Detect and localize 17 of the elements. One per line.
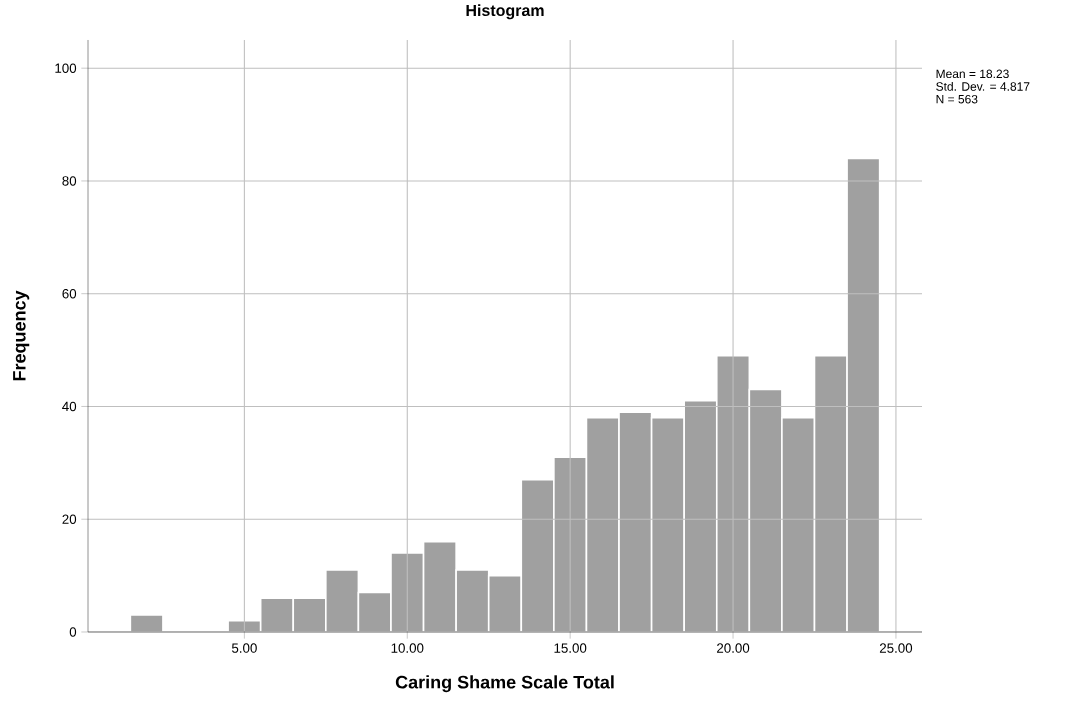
x-tick-label: 20.00 xyxy=(717,643,750,653)
x-tick-label: 15.00 xyxy=(554,643,587,653)
y-tick-label: 60 xyxy=(62,288,77,299)
y-tick-label: 0 xyxy=(69,627,77,637)
y-axis-title: Frequency xyxy=(13,290,30,381)
chart-title: Histogram xyxy=(466,4,544,20)
y-tick-label: 40 xyxy=(62,401,77,412)
y-tick-label: 20 xyxy=(62,514,77,524)
text: Std. Dev. = 4.817 xyxy=(936,81,1030,91)
text: N = 563 xyxy=(936,94,978,104)
y-tick-label: 100 xyxy=(55,63,77,73)
x-tick-label: 10.00 xyxy=(391,643,424,653)
text: Mean = 18.23 xyxy=(936,69,1009,79)
x-axis-title: Caring Shame Scale Total xyxy=(395,675,614,693)
x-tick-label: 25.00 xyxy=(879,643,913,653)
x-tick-label: 5.00 xyxy=(231,643,257,653)
y-tick-label: 80 xyxy=(62,176,77,186)
